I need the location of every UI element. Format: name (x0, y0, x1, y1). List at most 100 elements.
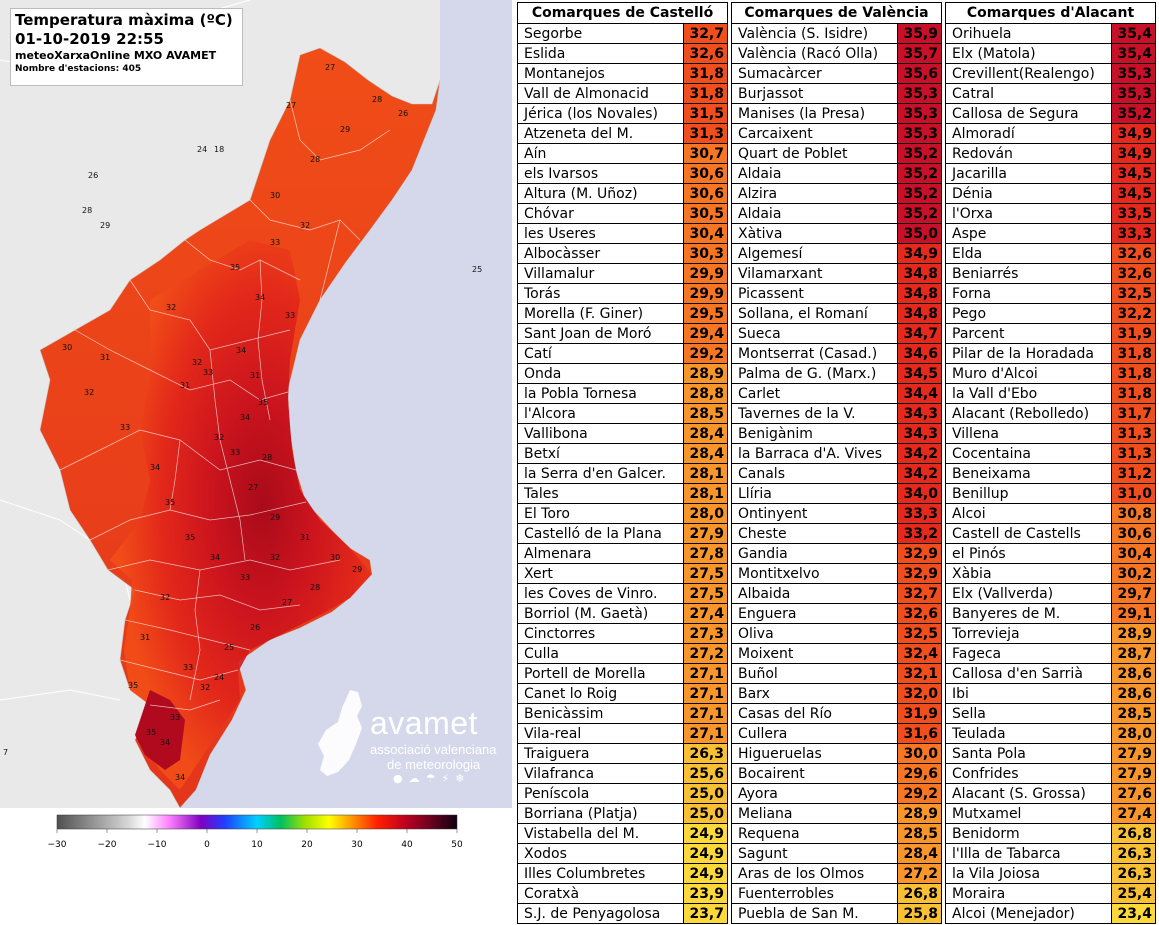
max-temperature: 28,1 (683, 463, 728, 484)
hot-zone-alacant-south (135, 690, 185, 770)
table-row: Culla 27,2 (517, 643, 728, 664)
max-temperature: 31,9 (897, 703, 942, 724)
max-temperature: 35,3 (1111, 63, 1156, 84)
max-temperature: 24,9 (683, 863, 728, 884)
station-name: Dénia (945, 183, 1112, 204)
station-name: l'Illa de Tabarca (945, 843, 1112, 864)
max-temperature: 34,9 (1111, 123, 1156, 144)
max-temperature: 35,2 (897, 203, 942, 224)
station-name: Alcoi (Menejador) (945, 903, 1112, 924)
table-row: el Pinós 30,4 (945, 543, 1156, 564)
station-name: Cocentaina (945, 443, 1112, 464)
table-row: Xodos 24,9 (517, 843, 728, 864)
max-temperature: 29,1 (1111, 603, 1156, 624)
max-temperature: 35,9 (897, 23, 942, 44)
table-row: Callosa de Segura 35,2 (945, 103, 1156, 124)
max-temperature: 29,2 (897, 783, 942, 804)
station-name: Benidorm (945, 823, 1112, 844)
table-row: l'Alcora 28,5 (517, 403, 728, 424)
sun-icon: ● (393, 772, 409, 785)
station-name: Xàbia (945, 563, 1112, 584)
station-mark: 33 (203, 368, 213, 377)
station-name: Altura (M. Uñoz) (517, 183, 684, 204)
table-row: Moixent 32,4 (731, 643, 942, 664)
station-name: Confrides (945, 763, 1112, 784)
table-row: Cocentaina 31,3 (945, 443, 1156, 464)
station-count: Nombre d'estacions: 405 (15, 64, 142, 74)
max-temperature: 35,4 (1111, 43, 1156, 64)
station-mark: 35 (258, 398, 268, 407)
station-name: Vall de Almonacid (517, 83, 684, 104)
table-row: Sumacàrcer 35,6 (731, 63, 942, 84)
station-name: El Toro (517, 503, 684, 524)
table-row: Alcoi (Menejador) 23,4 (945, 903, 1156, 924)
table-row: Palma de G. (Marx.) 34,5 (731, 363, 942, 384)
table-row: Alzira 35,2 (731, 183, 942, 204)
max-temperature: 28,9 (683, 363, 728, 384)
station-name: Fageca (945, 643, 1112, 664)
max-temperature: 34,4 (897, 383, 942, 404)
max-temperature: 30,6 (683, 183, 728, 204)
table-row: Barx 32,0 (731, 683, 942, 704)
station-name: Segorbe (517, 23, 684, 44)
station-name: la Serra d'en Galcer. (517, 463, 684, 484)
max-temperature: 34,3 (897, 403, 942, 424)
station-name: Banyeres de M. (945, 603, 1112, 624)
max-temperature: 29,5 (683, 303, 728, 324)
station-name: Higueruelas (731, 743, 898, 764)
station-name: Manises (la Presa) (731, 103, 898, 124)
max-temperature: 28,4 (897, 843, 942, 864)
station-mark: 31 (300, 533, 310, 542)
scale-tick-label: 0 (204, 840, 210, 850)
max-temperature: 35,7 (897, 43, 942, 64)
station-name: Chóvar (517, 203, 684, 224)
table-row: Alacant (S. Grossa) 27,6 (945, 783, 1156, 804)
sea (180, 0, 512, 808)
station-name: Coratxà (517, 883, 684, 904)
table-row: Confrides 27,9 (945, 763, 1156, 784)
station-name: Jérica (los Novales) (517, 103, 684, 124)
table-row: Elx (Matola) 35,4 (945, 43, 1156, 64)
station-name: Aldaia (731, 203, 898, 224)
station-name: Callosa de Segura (945, 103, 1112, 124)
table-row: Peníscola 25,0 (517, 783, 728, 804)
max-temperature: 27,4 (683, 603, 728, 624)
station-name: Aspe (945, 223, 1112, 244)
max-temperature: 34,8 (897, 303, 942, 324)
station-name: Alacant (S. Grossa) (945, 783, 1112, 804)
max-temperature: 28,0 (1111, 723, 1156, 744)
table-row: El Toro 28,0 (517, 503, 728, 524)
station-name: la Barraca d'A. Vives (731, 443, 898, 464)
table-row: els Ivarsos 30,6 (517, 163, 728, 184)
scale-tick-label: 10 (251, 840, 263, 850)
station-mark: 35 (185, 533, 195, 542)
map-title: Temperatura màxima (ºC) (15, 11, 233, 29)
station-name: la Vall d'Ebo (945, 383, 1112, 404)
station-name: Portell de Morella (517, 663, 684, 684)
table-row: Gandia 32,9 (731, 543, 942, 564)
table-row: Borriana (Platja) 25,0 (517, 803, 728, 824)
max-temperature: 34,6 (897, 343, 942, 364)
table-row: Vistabella del M. 24,9 (517, 823, 728, 844)
station-mark: 26 (88, 171, 98, 180)
station-mark: 27 (248, 483, 258, 492)
table-row: Betxí 28,4 (517, 443, 728, 464)
table-row: Banyeres de M. 29,1 (945, 603, 1156, 624)
station-mark: 32 (214, 433, 224, 442)
max-temperature: 34,5 (897, 363, 942, 384)
station-mark: 24 (214, 673, 224, 682)
station-name: Sumacàrcer (731, 63, 898, 84)
station-name: Oliva (731, 623, 898, 644)
max-temperature: 34,3 (897, 423, 942, 444)
table-row: València (S. Isidre) 35,9 (731, 23, 942, 44)
station-name: Parcent (945, 323, 1112, 344)
station-name: Xodos (517, 843, 684, 864)
station-name: Torrevieja (945, 623, 1112, 644)
station-name: Albaida (731, 583, 898, 604)
table-row: Traiguera 26,3 (517, 743, 728, 764)
max-temperature: 30,4 (1111, 543, 1156, 564)
station-name: Moraira (945, 883, 1112, 904)
avamet-logo-subtitle: associació valenciana (370, 742, 497, 757)
station-name: Tavernes de la V. (731, 403, 898, 424)
station-mark: 30 (330, 553, 340, 562)
